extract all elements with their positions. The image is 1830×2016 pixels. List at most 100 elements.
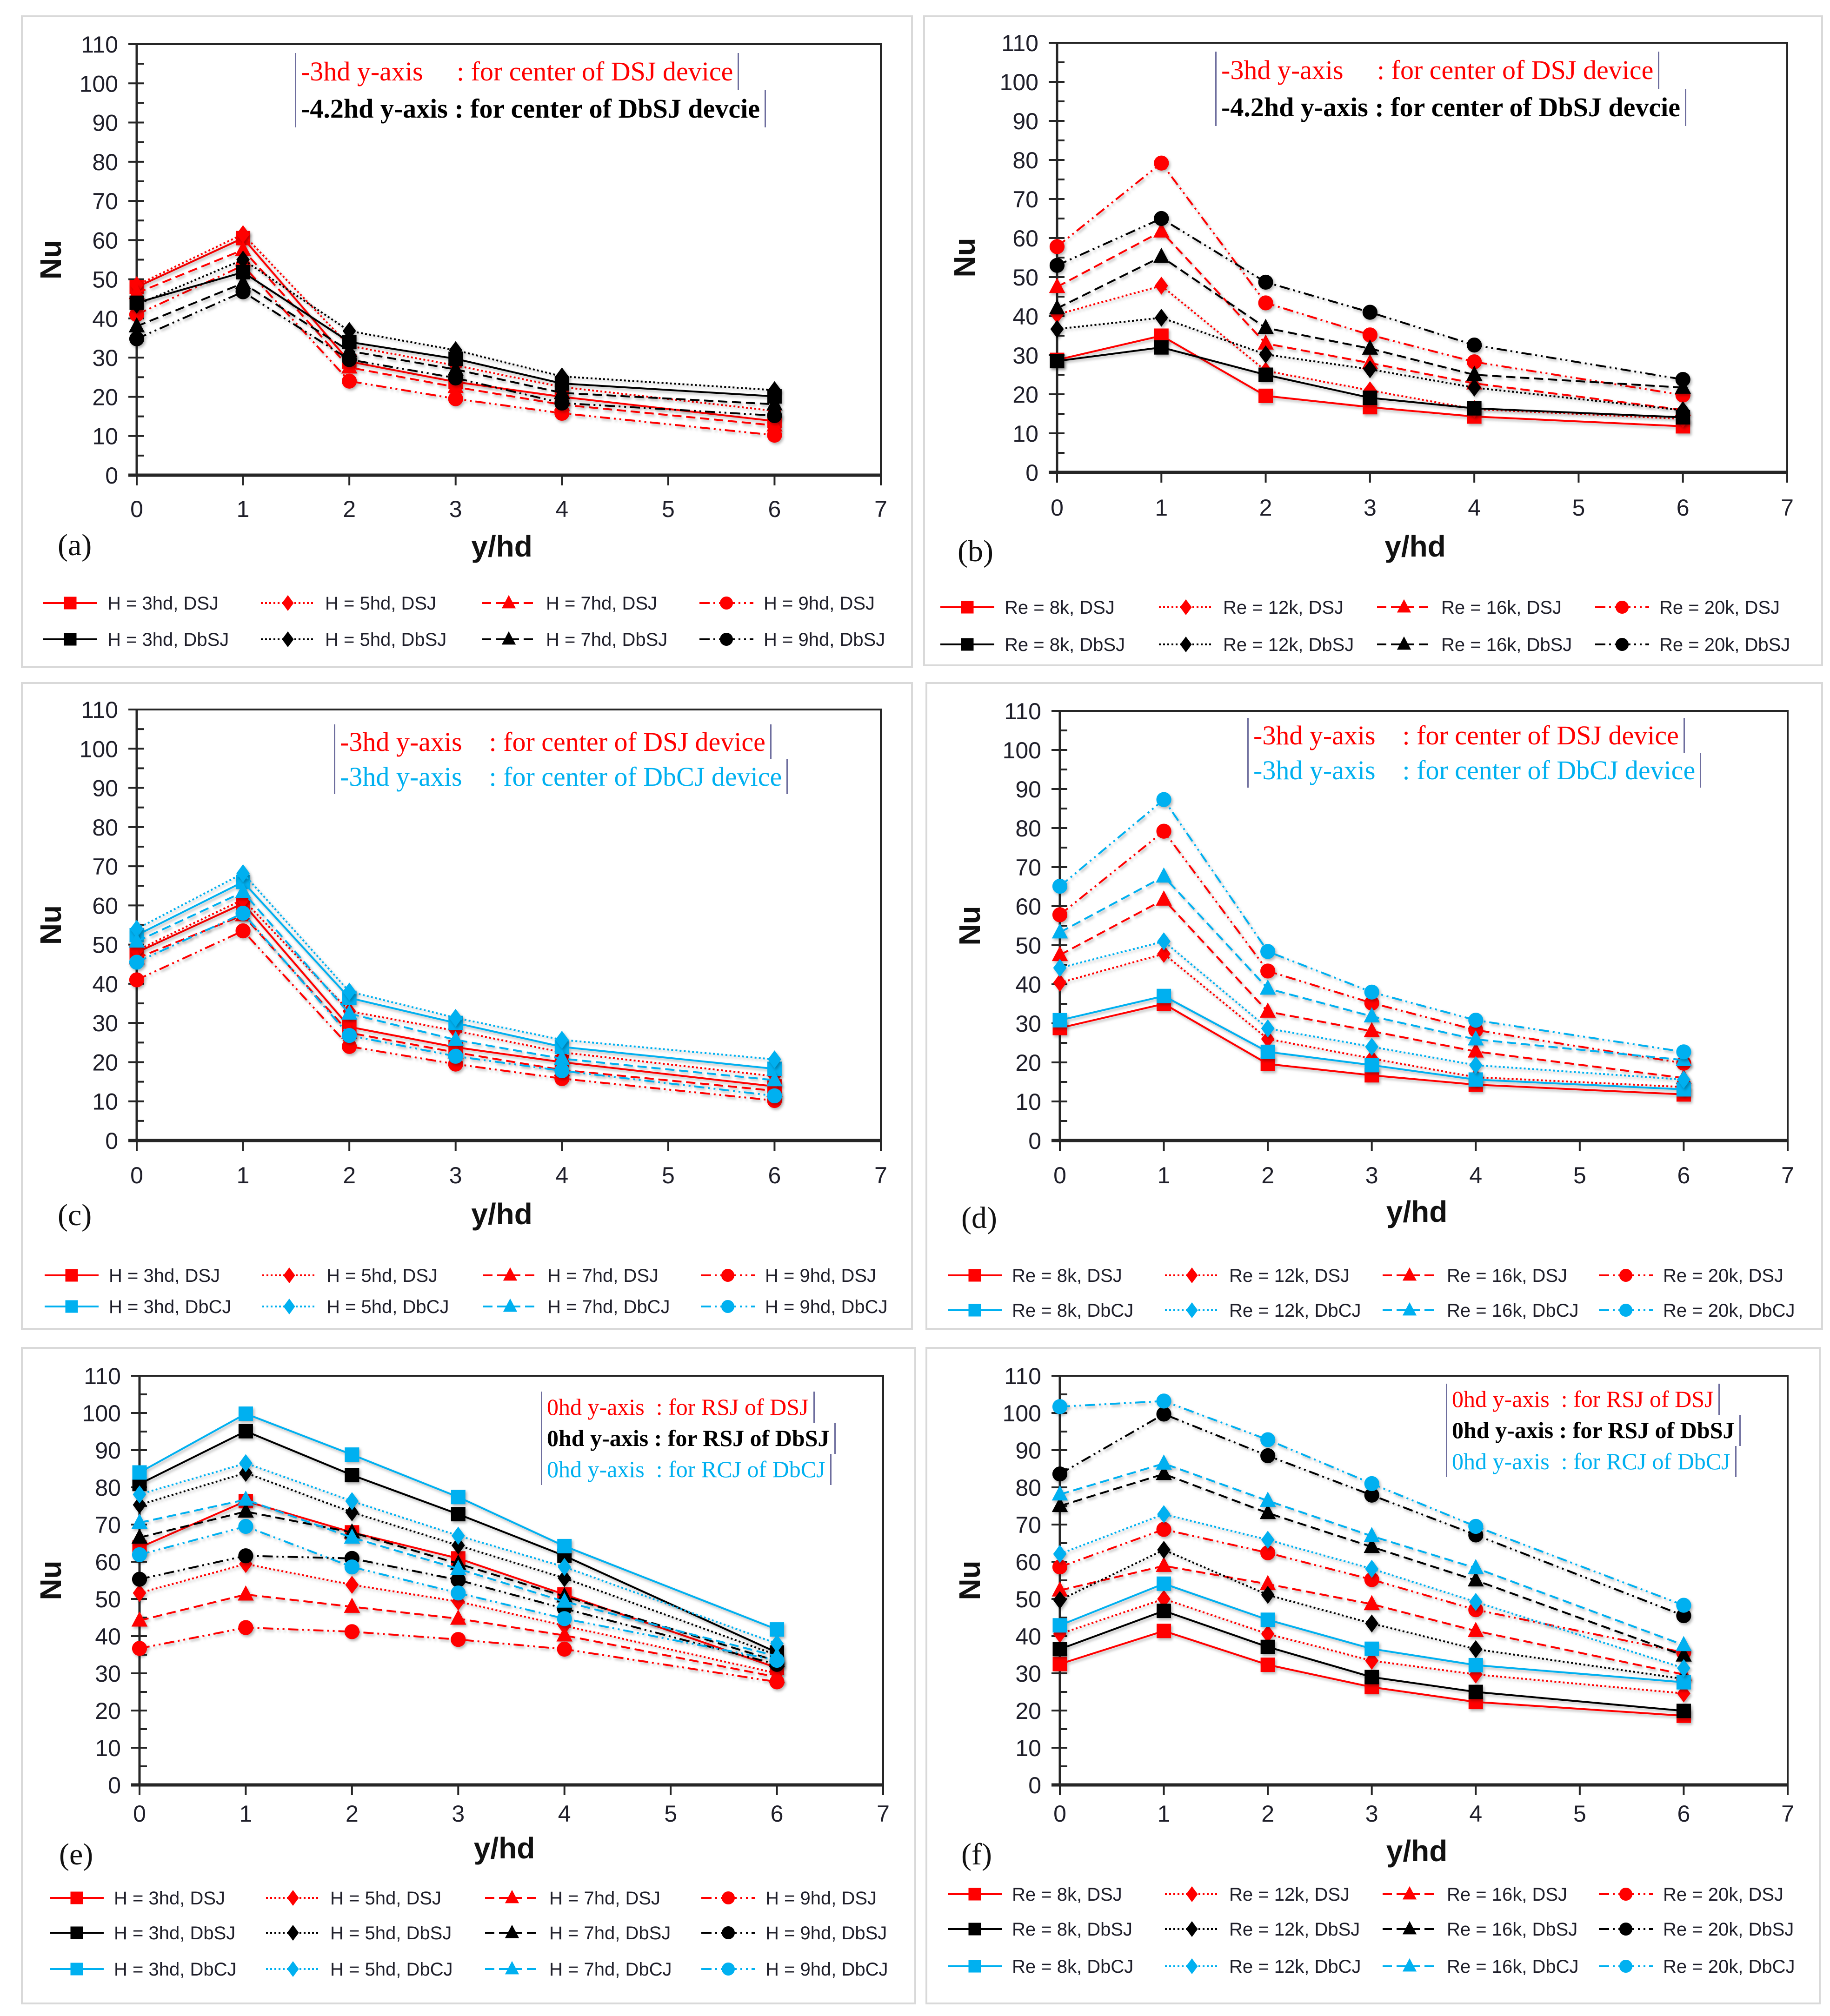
legend-label: Re = 20k, DbCJ: [1663, 1300, 1795, 1321]
legend-entry: Re = 20k, DbSJ: [1595, 635, 1790, 655]
data-point-marker: [1156, 1522, 1171, 1537]
annotation-box: 0hd y-axis : for RSJ of DSJ 0hd y-axis : …: [541, 1392, 836, 1485]
data-point-marker: [1154, 308, 1168, 327]
series-group: [1049, 211, 1690, 387]
series-line: [1059, 829, 1684, 1064]
chart-svg: 0 10 20 30 40 50 60 70 80 90 100 110 0 1 2 3 4 5 6 7 Nu y/hd (…: [34, 697, 887, 1317]
legend-label: Re = 20k, DSJ: [1663, 1266, 1783, 1286]
chart-svg: 0 10 20 30 40 50 60 70 80 90 100 110 0 1 2 3 4 5 6 7 Nu y/hd (…: [34, 1363, 890, 1980]
annotation-text: -4.2hd y-axis : for center of DbSJ devci…: [1215, 89, 1686, 126]
x-tick-label: 6: [771, 1801, 784, 1827]
data-point-marker: [132, 1641, 147, 1656]
legend-label: Re = 16k, DbCJ: [1447, 1956, 1578, 1977]
series-line: [136, 237, 775, 422]
y-tick-label: 80: [1015, 816, 1041, 842]
y-tick-label: 100: [1003, 737, 1041, 763]
x-tick-label: 4: [555, 496, 568, 522]
y-tick-label: 70: [1015, 855, 1041, 881]
annotation-box: -3hd y-axis : for center of DSJ device -4…: [295, 53, 766, 127]
data-point-marker: [239, 1454, 253, 1472]
y-tick-label: 0: [1028, 1772, 1041, 1798]
data-point-marker: [342, 982, 356, 1001]
legend-label: H = 5hd, DbCJ: [326, 1297, 449, 1317]
annotation-text: 0hd y-axis : for RSJ of DSJ: [541, 1392, 815, 1423]
data-point-marker: [1049, 258, 1065, 273]
data-point-marker: [1258, 274, 1273, 290]
x-axis-title: y/hd: [474, 1831, 535, 1865]
data-point-marker: [1051, 1497, 1068, 1512]
legend-entry: H = 7hd, DSJ: [483, 1266, 659, 1286]
data-point-marker: [1156, 1557, 1172, 1572]
legend-entry: H = 5hd, DbCJ: [262, 1297, 449, 1317]
legend-entry: Re = 20k, DSJ: [1599, 1884, 1783, 1905]
legend-swatch-marker: [1397, 599, 1411, 613]
legend-label: Re = 16k, DbSJ: [1447, 1919, 1577, 1940]
y-tick-label: 0: [108, 1772, 121, 1798]
panel-label: (f): [961, 1837, 992, 1871]
series-line: [1057, 230, 1683, 411]
data-point-marker: [448, 370, 463, 386]
legend-entry: Re = 8k, DSJ: [948, 1884, 1122, 1905]
panel-c: 0 10 20 30 40 50 60 70 80 90 100 110 0 1 2 3 4 5 6 7 Nu y/hd (…: [21, 682, 913, 1330]
data-point-marker: [238, 1548, 253, 1564]
data-point-marker: [1260, 1044, 1275, 1059]
data-point-marker: [1365, 1037, 1379, 1056]
data-point-marker: [1261, 1531, 1275, 1549]
data-point-marker: [342, 373, 357, 389]
data-point-marker: [1258, 388, 1273, 403]
y-tick-label: 60: [1015, 894, 1041, 920]
series-line: [1059, 1528, 1684, 1654]
legend-swatch-marker: [501, 595, 516, 609]
series-group: [1053, 1505, 1690, 1678]
y-tick-label: 20: [1015, 1050, 1041, 1076]
data-point-marker: [1362, 339, 1378, 355]
data-point-marker: [1365, 1651, 1379, 1670]
data-point-marker: [1363, 391, 1377, 405]
y-tick-label: 20: [95, 1698, 121, 1724]
y-tick-label: 40: [92, 971, 118, 997]
legend-entry: Re = 20k, DbCJ: [1599, 1956, 1795, 1977]
y-tick-label: 110: [1001, 30, 1038, 56]
y-tick-label: 90: [1015, 1438, 1041, 1464]
annotation-text: -3hd y-axis : for center of DSJ device: [1247, 718, 1685, 753]
legend-swatch-marker: [1186, 1886, 1198, 1902]
legend-label: H = 3hd, DbCJ: [109, 1297, 231, 1317]
data-point-marker: [1677, 1659, 1690, 1678]
y-tick-label: 50: [1012, 265, 1038, 291]
data-point-marker: [449, 341, 463, 359]
data-point-marker: [448, 1048, 463, 1064]
data-point-marker: [345, 1468, 359, 1483]
y-tick-label: 80: [95, 1475, 121, 1501]
annotation-text: 0hd y-axis : for RSJ of DSJ: [1446, 1384, 1720, 1415]
data-point-marker: [236, 864, 250, 882]
legend-label: H = 3hd, DSJ: [114, 1888, 225, 1909]
legend-label: H = 7hd, DbSJ: [549, 1923, 671, 1943]
annotation-line: 0hd y-axis : for RCJ of DbCJ: [1446, 1446, 1741, 1477]
data-point-marker: [1469, 1056, 1483, 1074]
annotation-box: -3hd y-axis : for center of DSJ device -3…: [334, 724, 788, 794]
data-point-marker: [770, 1622, 785, 1637]
data-point-marker: [1052, 1657, 1067, 1671]
data-point-marker: [1259, 1492, 1276, 1507]
legend-swatch-marker: [1619, 1922, 1633, 1936]
legend-entry: H = 9hd, DSJ: [699, 593, 875, 614]
legend-label: Re = 20k, DbSJ: [1663, 1919, 1794, 1940]
data-point-marker: [1050, 354, 1065, 369]
legend-entry: Re = 12k, DbSJ: [1159, 635, 1354, 655]
legend: H = 3hd, DSJ H = 5hd, DSJ H = 7hd, DSJ H = …: [50, 1888, 888, 1980]
data-point-marker: [450, 1609, 466, 1625]
data-point-marker: [1157, 945, 1171, 963]
data-point-marker: [1468, 1658, 1483, 1672]
legend-swatch-marker: [64, 633, 77, 646]
legend-entry: H = 9hd, DbCJ: [701, 1297, 887, 1317]
data-point-marker: [556, 1626, 573, 1642]
annotation-text: 0hd y-axis : for RSJ of DbSJ: [541, 1423, 836, 1454]
data-point-marker: [342, 322, 356, 340]
x-tick-label: 5: [664, 1801, 677, 1827]
annotation-text: 0hd y-axis : for RCJ of DbCJ: [1446, 1446, 1737, 1477]
legend-entry: Re = 20k, DSJ: [1595, 597, 1780, 618]
data-point-marker: [1364, 1538, 1380, 1553]
data-point-marker: [1156, 1393, 1171, 1409]
legend-entry: Re = 12k, DbSJ: [1165, 1919, 1360, 1940]
